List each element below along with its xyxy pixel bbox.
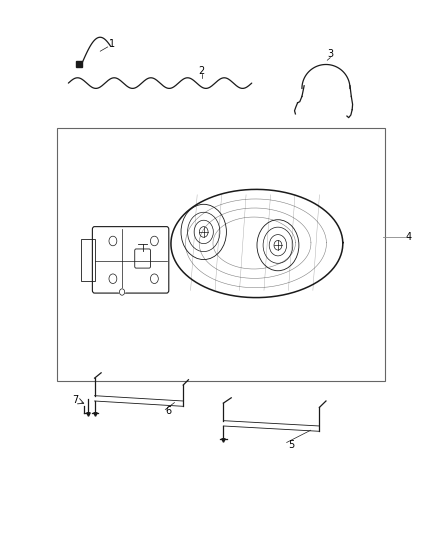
Text: 2: 2: [198, 66, 205, 76]
Circle shape: [150, 274, 158, 284]
Circle shape: [120, 289, 125, 295]
Bar: [57, 128, 385, 381]
Circle shape: [150, 236, 158, 246]
Text: 1: 1: [109, 39, 115, 49]
Text: 6: 6: [166, 406, 172, 416]
Bar: [81, 239, 95, 281]
Circle shape: [109, 274, 117, 284]
Text: 3: 3: [327, 49, 333, 59]
Bar: [76, 61, 82, 67]
Circle shape: [109, 236, 117, 246]
Text: 5: 5: [288, 440, 294, 450]
Text: 7: 7: [72, 395, 78, 406]
Text: 4: 4: [406, 232, 412, 243]
